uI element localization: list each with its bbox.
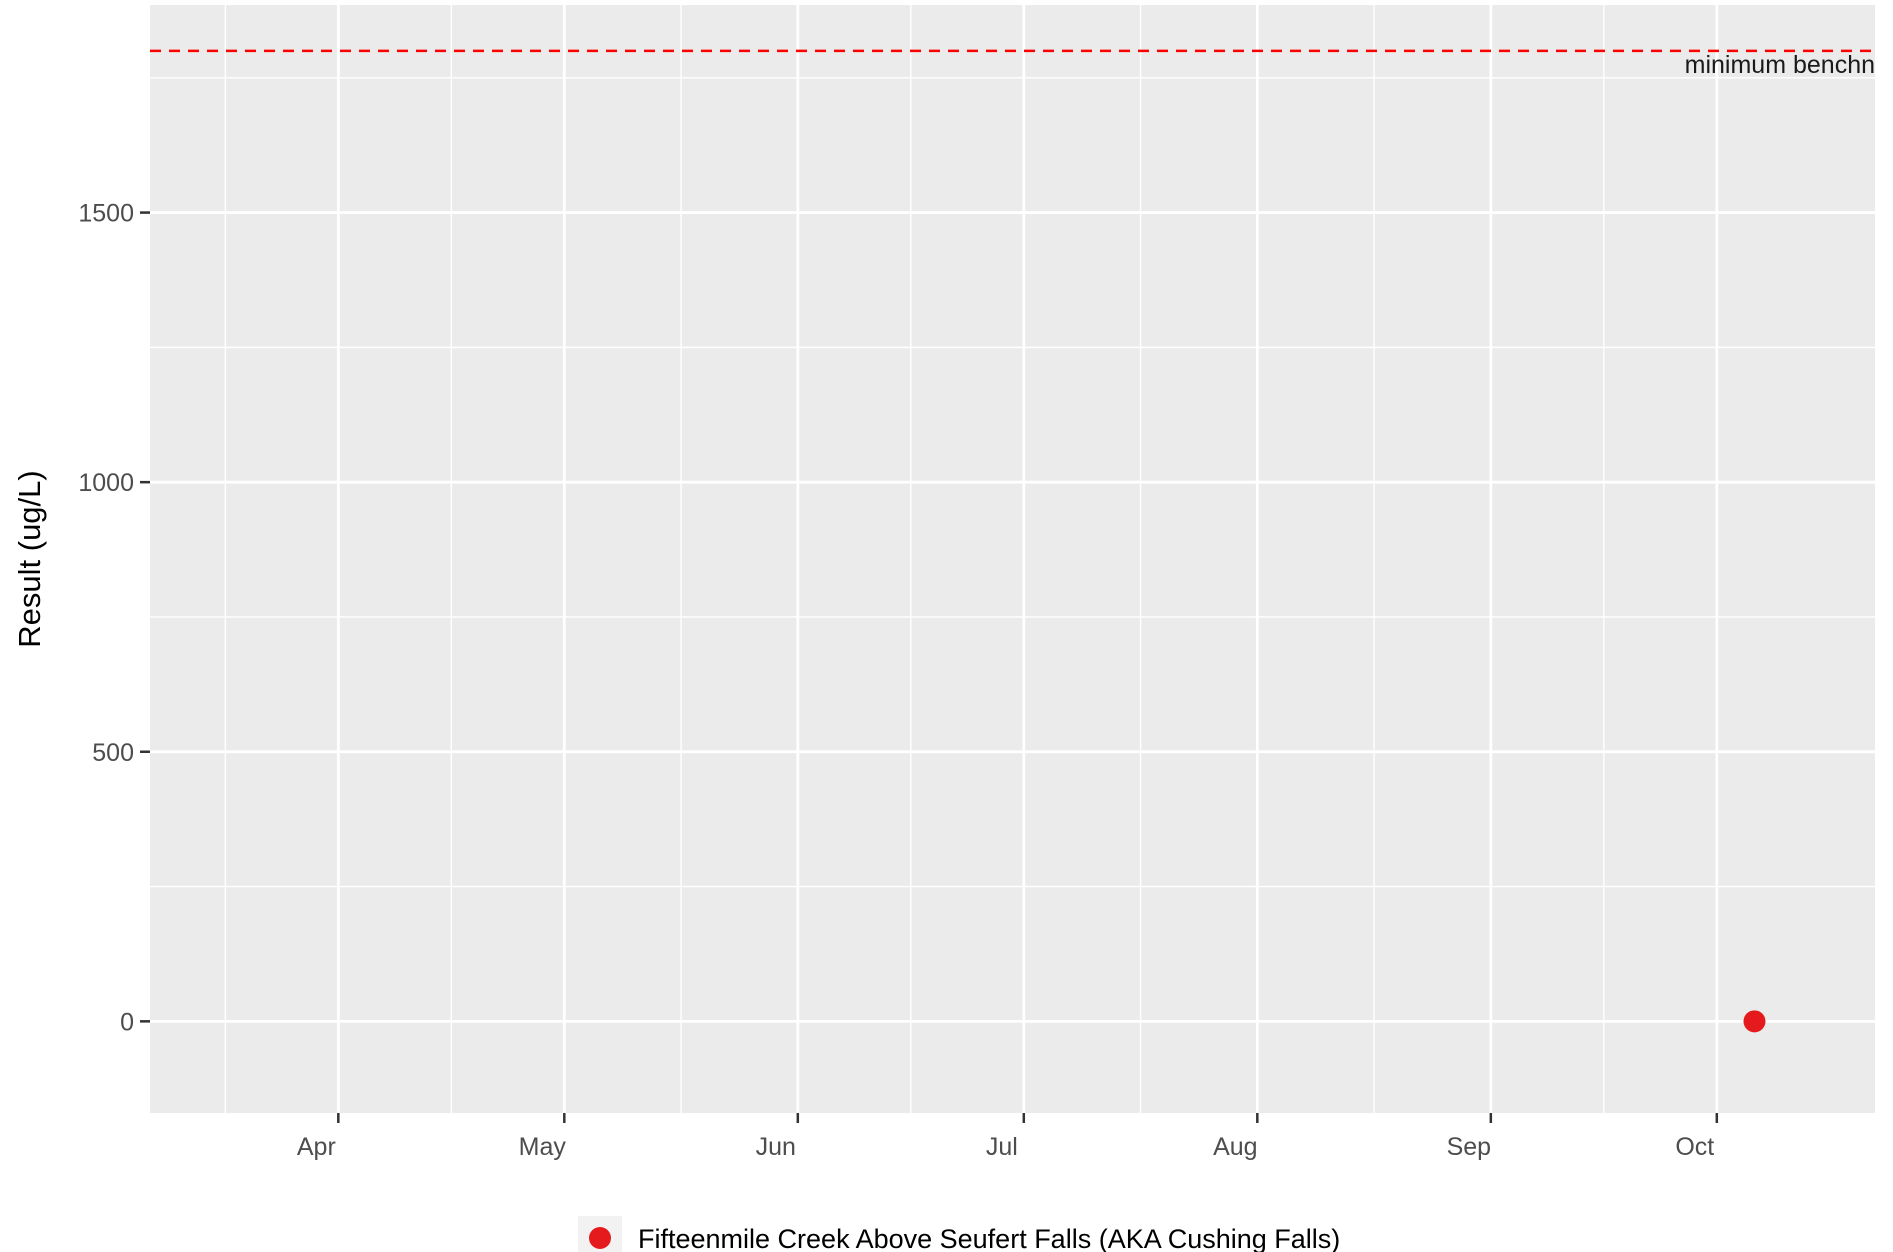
legend-marker bbox=[589, 1227, 611, 1249]
x-tick-label: Apr bbox=[297, 1133, 336, 1161]
y-tick-label: 1500 bbox=[78, 200, 134, 228]
x-tick-label: Sep bbox=[1447, 1133, 1491, 1161]
data-point bbox=[1743, 1010, 1766, 1033]
data-points bbox=[1743, 1010, 1766, 1033]
x-tick-label: Aug bbox=[1213, 1133, 1257, 1161]
legend-label: Fifteenmile Creek Above Seufert Falls (A… bbox=[638, 1224, 1340, 1252]
reference-lines: minimum benchn bbox=[150, 49, 1875, 79]
y-axis: 0 500 1000 1500 bbox=[78, 200, 150, 1036]
x-axis: Apr May Jun Jul Aug Sep Oct bbox=[297, 1113, 1719, 1161]
plot-panel bbox=[150, 5, 1875, 1113]
x-tick-label: Oct bbox=[1675, 1133, 1714, 1161]
legend: Fifteenmile Creek Above Seufert Falls (A… bbox=[578, 1216, 1340, 1252]
y-tick-label: 1000 bbox=[78, 469, 134, 497]
minor-gridlines bbox=[150, 5, 1875, 1113]
y-axis-title: Result (ug/L) bbox=[12, 470, 47, 647]
x-tick-label: Jun bbox=[756, 1133, 796, 1161]
y-tick-label: 500 bbox=[92, 739, 134, 767]
y-tick-label: 0 bbox=[120, 1008, 134, 1036]
reference-line-label: minimum benchn bbox=[1685, 51, 1875, 79]
x-tick-label: Jul bbox=[986, 1133, 1018, 1161]
major-gridlines bbox=[150, 5, 1875, 1113]
x-tick-label: May bbox=[519, 1133, 567, 1161]
